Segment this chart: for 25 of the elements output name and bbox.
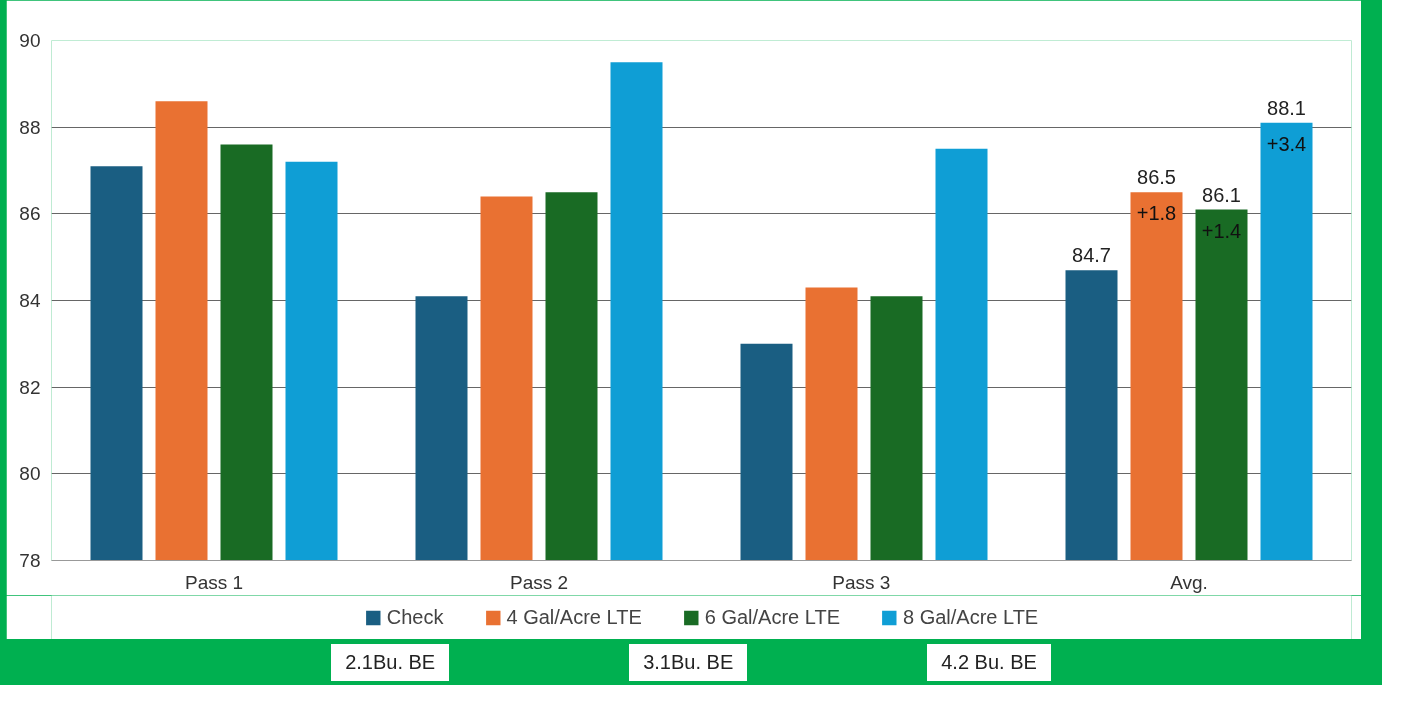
- legend-label: 4 Gal/Acre LTE: [506, 605, 642, 629]
- annotation: +1.4: [1201, 219, 1242, 242]
- data-label: 86.5: [1137, 166, 1176, 189]
- data-label: 88.1: [1267, 96, 1306, 119]
- annotation: +1.8: [1136, 202, 1177, 225]
- annotation: +3.4: [1266, 132, 1307, 155]
- x-tick-label: Avg.: [1170, 571, 1208, 593]
- text: 2.1Bu. BE: [331, 644, 450, 681]
- text: 3.1Bu. BE: [629, 644, 748, 681]
- data-label: 86.1: [1202, 183, 1241, 206]
- legend-label: 8 Gal/Acre LTE: [902, 605, 1039, 629]
- legend-label: 6 Gal/Acre LTE: [704, 605, 840, 629]
- data-label: 84.7: [1072, 244, 1111, 267]
- y-tick-label: 90: [19, 30, 41, 51]
- x-tick-label: Pass 2: [509, 571, 569, 593]
- x-tick-label: Pass 3: [832, 571, 891, 593]
- y-tick-label: 88: [19, 116, 41, 138]
- y-tick-label: 80: [19, 463, 41, 485]
- text: 4.2 Bu. BE: [927, 644, 1051, 681]
- y-tick-label: 78: [19, 550, 41, 571]
- legend-label: Check: [386, 605, 444, 629]
- x-tick-label: Pass 1: [184, 571, 244, 593]
- y-tick-label: 86: [19, 203, 41, 225]
- y-tick-label: 84: [19, 290, 41, 311]
- y-tick-label: 82: [19, 376, 41, 398]
